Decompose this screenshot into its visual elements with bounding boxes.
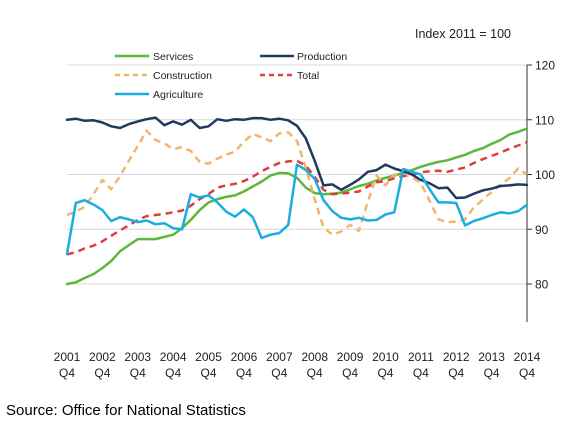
series-line-agriculture [65,163,529,256]
legend-label-production: Production [297,51,347,63]
x-tick-label-quarter: Q4 [307,366,323,380]
x-tick-label-year: 2010 [372,350,399,364]
legend-label-total: Total [297,70,319,82]
y-tick-label: 90 [535,223,549,237]
x-tick-label-quarter: Q4 [201,366,217,380]
x-tick-label-year: 2004 [160,350,187,364]
y-tick-label: 120 [535,59,555,73]
legend-label-construction: Construction [153,70,212,82]
series-lines [65,116,529,286]
legend-label-services: Services [153,51,193,63]
x-tick-label-year: 2009 [337,350,364,364]
axes: 80 90 100 110 120 2001 Q4 2002 Q4 2003 Q4 2004 Q4 200… [54,59,556,381]
x-tick-label-quarter: Q4 [130,366,146,380]
x-tick-label-quarter: Q4 [236,366,252,380]
x-tick-label-year: 2014 [514,350,541,364]
legend: Services Production Construction Total Agric… [115,51,347,101]
series-line-construction [66,129,528,236]
x-tick-label-quarter: Q4 [94,366,110,380]
y-tick-label: 100 [535,168,555,182]
y-tick-label: 80 [535,278,549,292]
x-tick-label-year: 2006 [231,350,258,364]
x-tick-label-year: 2013 [478,350,505,364]
y-tick-label: 110 [535,113,554,127]
series-line-production [65,116,529,200]
x-tick-label-quarter: Q4 [484,366,500,380]
gridlines [67,64,527,285]
x-tick-label-quarter: Q4 [59,366,75,380]
x-tick-label-quarter: Q4 [342,366,358,380]
x-tick-label-year: 2003 [124,350,151,364]
x-tick-label-year: 2011 [408,350,434,364]
x-tick-label-year: 2002 [89,350,116,364]
x-tick-label-quarter: Q4 [165,366,181,380]
x-tick-label-year: 2001 [54,350,81,364]
x-tick-label-year: 2007 [266,350,293,364]
x-tick-label-quarter: Q4 [377,366,393,380]
x-tick-label-quarter: Q4 [448,366,464,380]
legend-label-agriculture: Agriculture [153,89,203,101]
x-tick-label-quarter: Q4 [413,366,429,380]
chart-subtitle: Index 2011 = 100 [415,27,511,41]
x-tick-label-year: 2012 [443,350,470,364]
x-tick-label-quarter: Q4 [519,366,535,380]
source-note: Source: Office for National Statistics [6,402,246,419]
x-tick-label-year: 2005 [195,350,222,364]
x-tick-label-year: 2008 [301,350,328,364]
x-tick-label-quarter: Q4 [271,366,287,380]
series-line-services [65,127,529,286]
series-line-total [66,141,528,256]
